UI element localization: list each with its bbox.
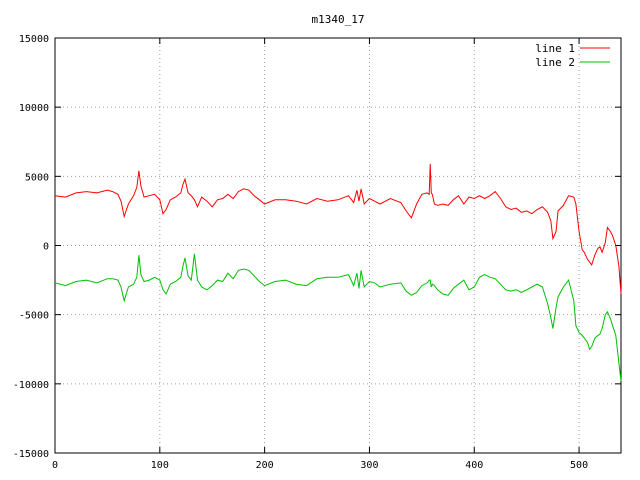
grid [55,38,621,453]
x-tick-label-3: 300 [360,460,378,471]
y-tick-label-1: -10000 [13,380,49,391]
y-tick-label-5: 10000 [19,103,49,114]
legend-label-line-1: line 1 [535,42,575,55]
legend: line 1 line 2 [535,42,610,69]
y-tick-label-6: 15000 [19,34,49,45]
series-line-1 [54,163,622,294]
x-tick-label-2: 200 [256,460,274,471]
x-tick-label-5: 500 [570,460,588,471]
y-tick-label-0: -15000 [13,449,49,460]
x-tick-label-4: 400 [465,460,483,471]
axes: 0 100 200 300 400 500 -15000 -10000 -5000 0 5000 10… [13,34,621,471]
x-tick-label-0: 0 [52,460,58,471]
series-line-2 [54,253,622,382]
y-tick-label-4: 5000 [25,172,49,183]
y-tick-label-2: -5000 [19,311,49,322]
y-tick-label-3: 0 [43,242,49,253]
series-group [54,163,622,382]
x-tick-label-1: 100 [151,460,169,471]
chart-title: m1340_17 [312,13,365,26]
legend-label-line-2: line 2 [535,56,575,69]
